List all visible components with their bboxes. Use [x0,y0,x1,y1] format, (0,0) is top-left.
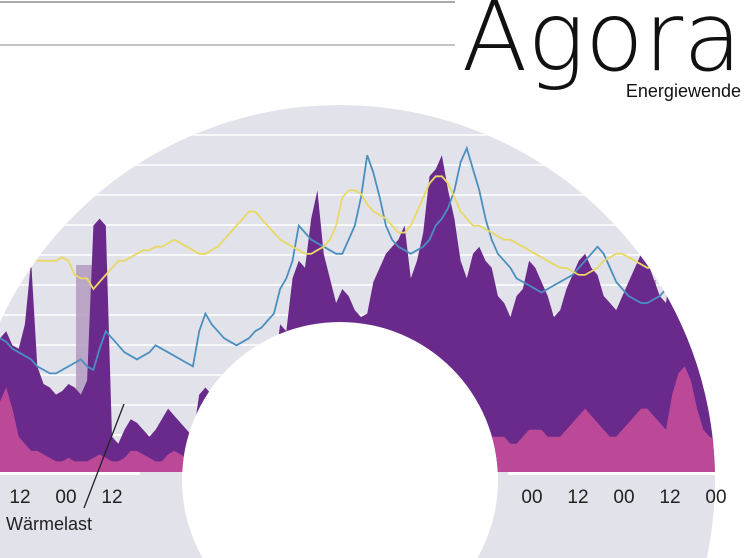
logo-subtitle: Energiewende [626,81,741,101]
annotation-label: Wärmelast [6,514,92,534]
series-layer [0,145,715,472]
x-tick-label: 00 [705,487,726,508]
x-tick-label: 12 [659,487,680,508]
annotation-waermelast: Wärmelast [6,403,125,534]
x-axis-ticks: 12 00 12 00 12 00 12 00 [9,487,726,508]
axis-baseline-left [0,472,140,475]
series-area-dark [0,155,715,472]
annotation-leader [83,403,125,509]
axis-baseline-right [508,472,750,475]
x-tick-label: 00 [55,487,76,508]
series-line-blue [0,145,715,375]
agora-logo: Agora Energiewende [462,0,742,101]
logo-word: Agora [462,0,742,93]
x-tick-label: 00 [521,487,542,508]
series-line-yellow [0,175,715,291]
x-tick-label: 00 [613,487,634,508]
x-tick-label: 12 [101,487,122,508]
x-tick-label: 12 [567,487,588,508]
series-area-pink [0,366,715,472]
x-tick-label: 12 [9,487,30,508]
